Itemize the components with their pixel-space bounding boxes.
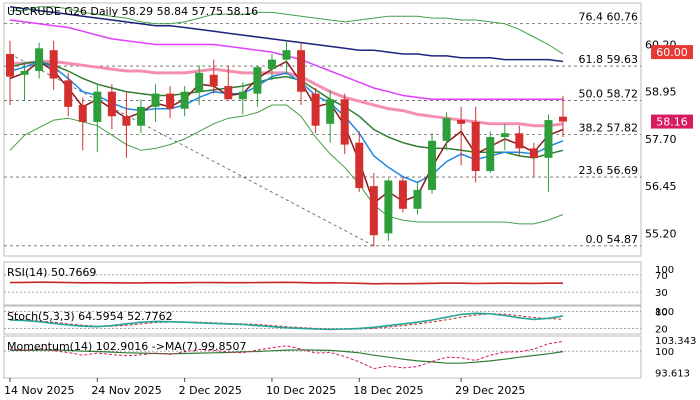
stochastic-panel: 80 20 100 Stoch(5,3,3) 64.5954 52.7762: [3, 305, 674, 335]
rsi-scale-label: 100: [655, 265, 674, 276]
rsi-panel: 70 30 100 RSI(14) 50.7669: [3, 261, 674, 306]
overlay-line: [9, 104, 564, 225]
alert-level-box: [651, 45, 693, 60]
y-tick-label: 58.95: [645, 86, 677, 99]
stoch-k-line: [9, 312, 564, 331]
fib-level-label: 23.6 56.69: [579, 164, 638, 177]
main-price-panel: 76.4 60.76 61.8 59.63 50.0 58.72 38.2 57.82…: [3, 2, 693, 257]
rsi-line: [9, 281, 563, 285]
candle-body: [107, 91, 116, 117]
overlay-line: [10, 6, 564, 55]
fib-level-label: 50.0 58.72: [579, 87, 638, 100]
candle-body: [428, 140, 437, 190]
stoch-level-label: 20: [655, 324, 668, 335]
candle-body: [282, 50, 291, 60]
candle-body: [529, 148, 538, 158]
candle-body: [544, 120, 553, 158]
y-tick-label: 56.45: [645, 180, 677, 193]
y-tick-label: 57.70: [645, 133, 677, 146]
candle-body: [136, 106, 145, 126]
candle-body: [515, 133, 524, 149]
x-tick-label: 29 Dec 2025: [455, 384, 525, 397]
candle-body: [78, 104, 87, 122]
stoch-label: Stoch(5,3,3) 64.5954 52.7762: [7, 310, 173, 323]
candle-body: [398, 180, 407, 209]
y-tick-label: 55.20: [645, 227, 677, 240]
x-tick-label: 24 Nov 2025: [91, 384, 161, 397]
momentum-panel-frame: [3, 335, 642, 379]
rsi-level-label: 30: [655, 288, 668, 299]
rsi-panel-frame: [3, 261, 642, 306]
x-axis: 14 Nov 2025 24 Nov 2025 2 Dec 2025 10 Dec 2…: [4, 378, 525, 397]
candle-body: [35, 48, 44, 71]
candle-body: [224, 86, 233, 100]
candle-body: [471, 121, 480, 172]
candle-body: [369, 186, 378, 236]
candle-body: [93, 91, 102, 122]
chart-header: USCRUDE G26 Daily 58.29 58.84 57.75 58.1…: [7, 5, 258, 18]
candle-body: [559, 116, 567, 122]
candle-body: [384, 180, 393, 234]
fib-level-label: 38.2 57.82: [579, 121, 638, 134]
stoch-scale-label: 100: [655, 307, 674, 318]
candle-body: [500, 133, 509, 138]
candle-body: [180, 91, 189, 109]
x-tick-label: 2 Dec 2025: [179, 384, 242, 397]
momentum-tick-label: 100: [655, 347, 674, 358]
main-panel-frame: [3, 2, 642, 257]
candle-body: [122, 116, 131, 126]
last-price-label: 58.16: [656, 116, 688, 129]
candle-body: [457, 120, 466, 124]
candle-body: [442, 118, 451, 141]
last-price-box: [651, 114, 693, 129]
fib-level-label: 76.4 60.76: [579, 10, 638, 23]
rsi-label: RSI(14) 50.7669: [7, 266, 96, 279]
x-tick-label: 10 Dec 2025: [266, 384, 336, 397]
candle-body: [253, 67, 262, 94]
candle-body: [151, 93, 160, 107]
overlay-line: [9, 60, 564, 159]
candle-body: [20, 70, 29, 75]
candle-body: [355, 142, 364, 189]
rsi-level-label: 70: [655, 271, 668, 282]
momentum-tick-label: 93.613: [655, 369, 690, 380]
candle-body: [326, 99, 335, 124]
candle-body: [311, 93, 320, 126]
candle-body: [267, 59, 276, 70]
momentum-label: Momentum(14) 102.9016 ->MA(7) 99.8507: [7, 340, 247, 353]
candle-body: [413, 189, 422, 209]
candle-body: [166, 93, 175, 109]
candle-body: [6, 53, 14, 77]
alert-level-label: 60.00: [656, 46, 688, 59]
candle-body: [49, 50, 58, 79]
candle-body: [195, 72, 204, 92]
candle-body: [238, 91, 247, 100]
candle-body: [486, 137, 495, 172]
stoch-panel-frame: [3, 305, 642, 335]
momentum-ma-line: [10, 349, 564, 364]
momentum-tick-label: 103.343: [655, 336, 696, 347]
candle-body: [297, 50, 306, 92]
x-tick-label: 18 Dec 2025: [353, 384, 423, 397]
candle-body: [340, 99, 349, 145]
candle-body: [209, 74, 218, 87]
candle-body: [64, 80, 73, 107]
stoch-level-label: 80: [655, 308, 668, 319]
x-tick-label: 14 Nov 2025: [4, 384, 74, 397]
fib-level-label: 61.8 59.63: [579, 53, 638, 66]
fib-level-label: 0.0 54.87: [586, 233, 638, 246]
